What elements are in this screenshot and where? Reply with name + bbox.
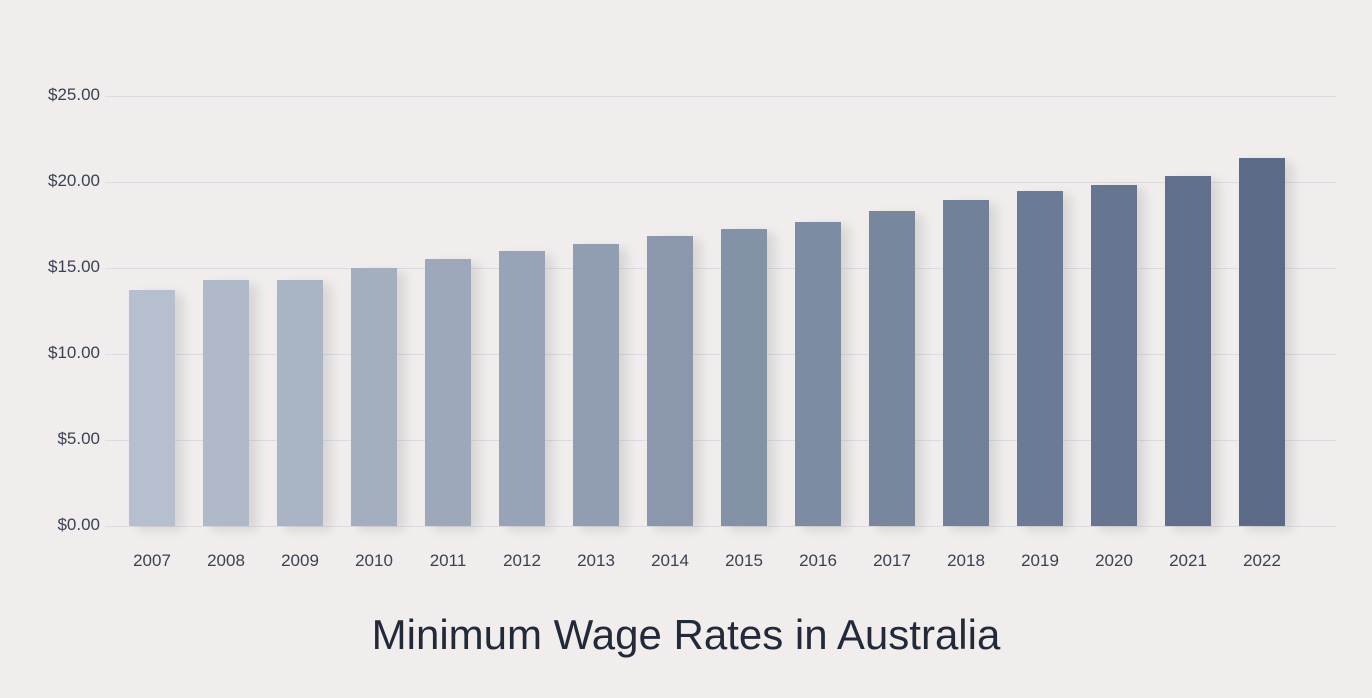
y-tick-label: $15.00 (48, 257, 100, 276)
gridline (105, 268, 1336, 269)
x-tick-label: 2016 (799, 551, 837, 570)
x-tick-label: 2014 (651, 551, 689, 570)
bar-2017 (869, 211, 915, 526)
x-tick-label: 2007 (133, 551, 171, 570)
y-tick-label: $5.00 (57, 429, 100, 448)
gridline (105, 354, 1336, 355)
bar-2007 (129, 289, 175, 526)
x-tick-label: 2019 (1021, 551, 1059, 570)
bar-2012 (499, 251, 545, 526)
bar-2021 (1165, 176, 1211, 526)
bar-2014 (647, 235, 693, 526)
bar-2016 (795, 221, 841, 526)
gridline (105, 526, 1336, 527)
x-tick-label: 2010 (355, 551, 393, 570)
x-tick-label: 2012 (503, 551, 541, 570)
x-tick-label: 2018 (947, 551, 985, 570)
bar-2022 (1239, 158, 1285, 526)
x-tick-label: 2009 (281, 551, 319, 570)
bar-2015 (721, 228, 767, 526)
bar-2020 (1091, 184, 1137, 526)
x-tick-label: 2013 (577, 551, 615, 570)
x-tick-label: 2021 (1169, 551, 1207, 570)
bar-2008 (203, 279, 249, 526)
x-tick-label: 2015 (725, 551, 763, 570)
x-tick-label: 2017 (873, 551, 911, 570)
chart-title: Minimum Wage Rates in Australia (371, 611, 1001, 658)
x-tick-label: 2008 (207, 551, 245, 570)
y-tick-label: $25.00 (48, 85, 100, 104)
x-tick-label: 2022 (1243, 551, 1281, 570)
gridline (105, 440, 1336, 441)
bar-2019 (1017, 190, 1063, 526)
y-tick-label: $0.00 (57, 515, 100, 534)
bar-2013 (573, 244, 619, 526)
y-tick-label: $10.00 (48, 343, 100, 362)
bar-2018 (943, 200, 989, 526)
gridline (105, 96, 1336, 97)
bar-2010 (351, 268, 397, 526)
x-tick-label: 2011 (429, 551, 467, 570)
gridline (105, 182, 1336, 183)
y-tick-label: $20.00 (48, 171, 100, 190)
x-tick-label: 2020 (1095, 551, 1133, 570)
bar-2011 (425, 259, 471, 526)
bar-2009 (277, 279, 323, 526)
